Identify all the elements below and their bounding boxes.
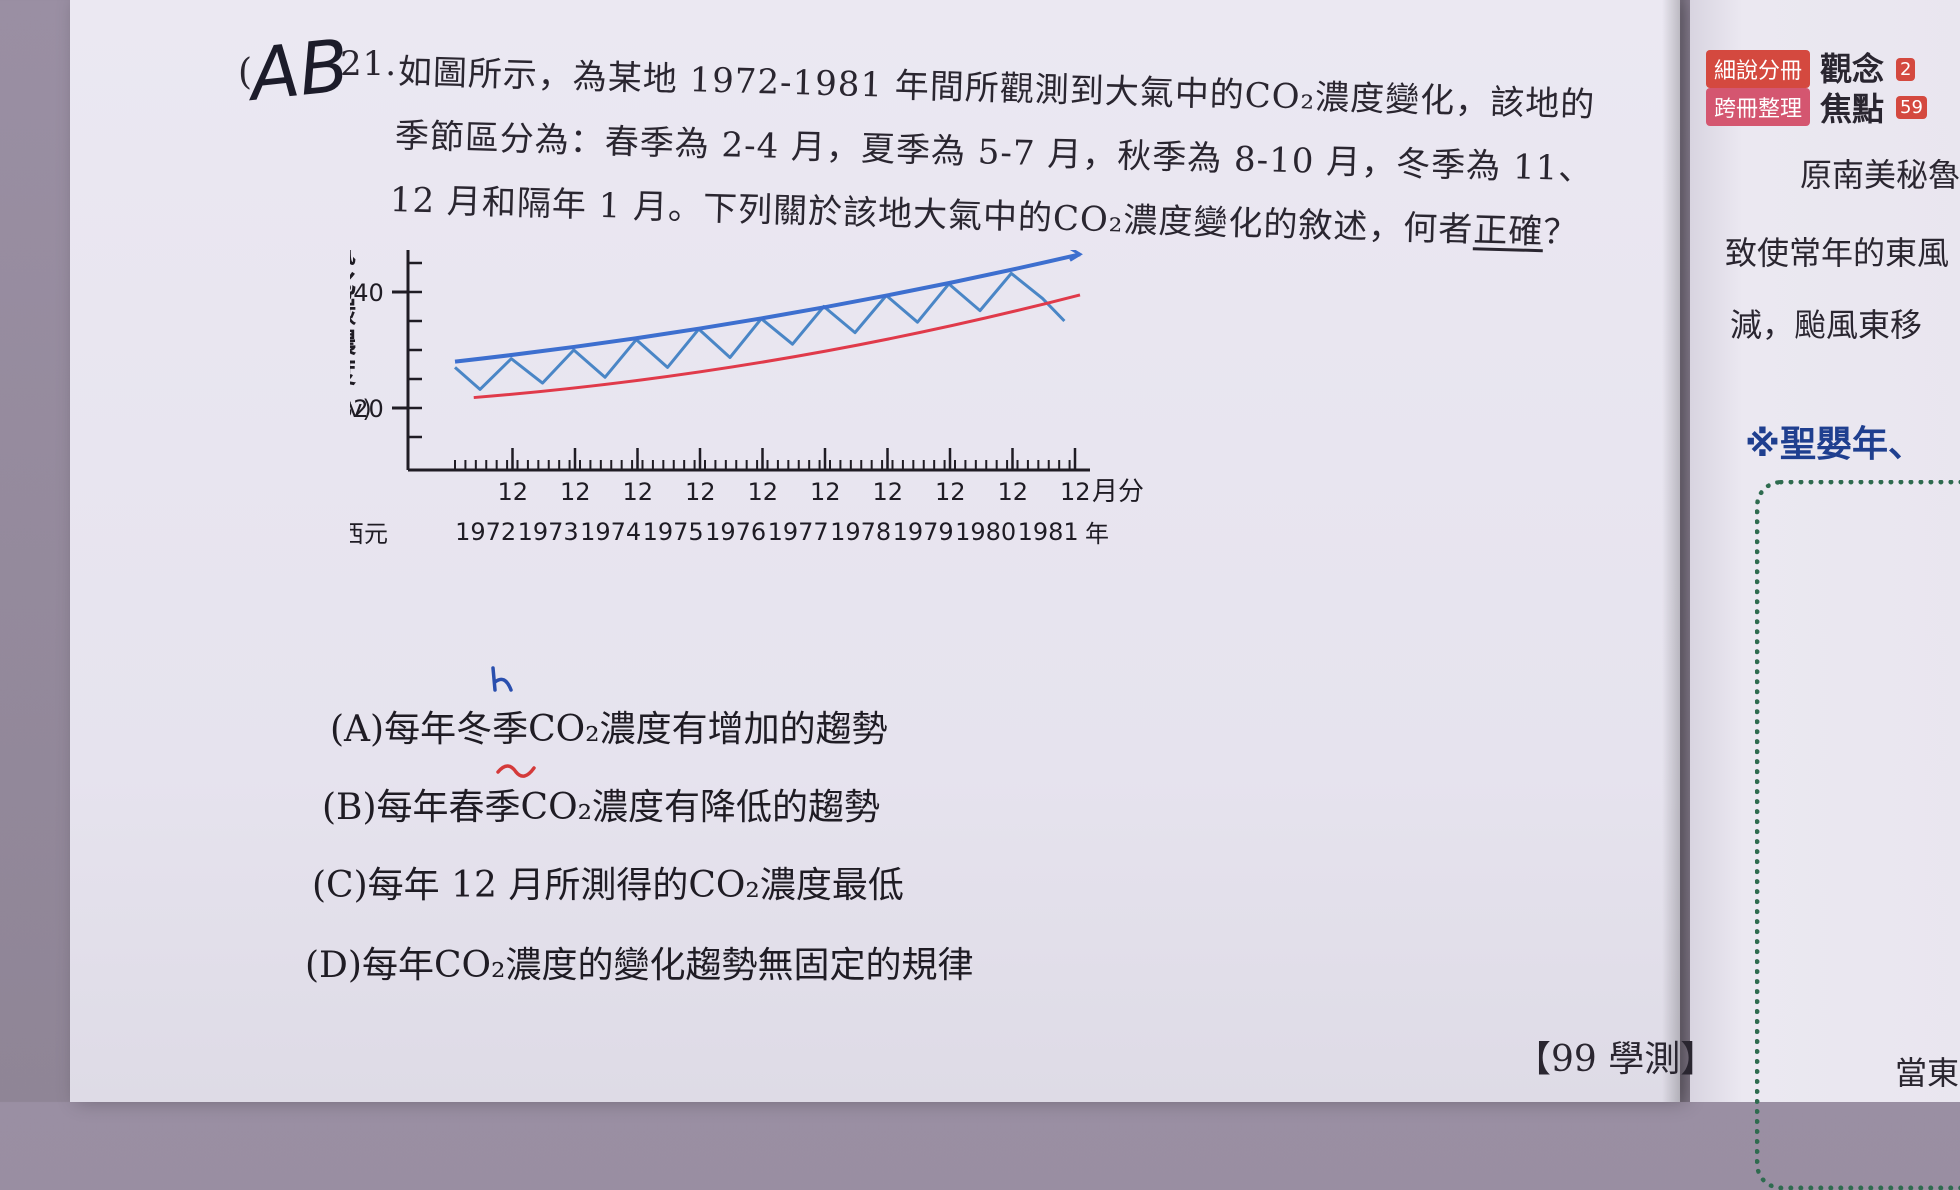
right-page [1690, 0, 1960, 1102]
x-year-label: 1981 [1018, 518, 1079, 546]
option-b: (B)每年春季CO₂濃度有降低的趨勢 [322, 787, 881, 828]
x-year-label: 1973 [518, 518, 579, 546]
right-title-2: 焦點 [1820, 90, 1885, 128]
x-year-label: 1977 [768, 518, 829, 546]
textbook-page [70, 0, 1680, 1102]
x-prefix: 西元 [350, 520, 388, 548]
question-number: 21. [340, 44, 398, 84]
x-tick-month-label: 12 [873, 478, 904, 506]
upper-envelope-arrow [1069, 247, 1083, 262]
right-num-1: 2 [1896, 58, 1916, 81]
y-axis-label-char: 濃 [350, 326, 357, 359]
x-year-label: 1976 [705, 518, 766, 546]
badge-cross: 跨冊整理 [1706, 88, 1811, 126]
badge-detail: 細說分冊 [1706, 50, 1811, 88]
x-year-label: 1978 [830, 518, 891, 546]
x-year-label: 1974 [580, 518, 641, 546]
x-year-label: 1979 [893, 518, 954, 546]
handwritten-answer: AB [245, 23, 353, 117]
x-unit-year: 年 [1085, 520, 1109, 548]
y-axis-label-char: 化 [350, 266, 356, 299]
x-year-label: 1975 [643, 518, 704, 546]
right-title-1: 觀念 [1820, 50, 1885, 88]
right-line-1: 原南美秘魯 [1800, 156, 1960, 194]
lower-envelope [473, 293, 1081, 400]
option-c: (C)每年 12 月所測得的CO₂濃度最低 [312, 865, 904, 906]
handwritten-mark-1 [491, 666, 513, 692]
x-tick-month-label: 12 [560, 478, 591, 506]
answer-paren: ( [238, 52, 253, 93]
handwritten-mark-2 [496, 764, 536, 778]
x-tick-month-label: 12 [748, 478, 779, 506]
co2-chart: 320340二氧化碳濃度(ppmv)1219721219731219741219… [285, 205, 1430, 670]
question-mark: ？ [1542, 212, 1579, 254]
option-a: (A)每年冬季CO₂濃度有增加的趨勢 [330, 709, 888, 750]
y-axis-unit: (ppmv) [350, 395, 372, 423]
x-unit-month: 月分 [1092, 477, 1144, 507]
x-year-label: 1980 [955, 518, 1016, 546]
x-tick-month-label: 12 [1060, 478, 1091, 506]
exam-source: 【99 學測】 [1515, 1039, 1717, 1080]
x-tick-month-label: 12 [685, 478, 716, 506]
co2-series-line [454, 271, 1066, 391]
x-tick-month-label: 12 [623, 478, 654, 506]
right-line-3: 減，颱風東移 [1730, 306, 1923, 344]
x-tick-month-label: 12 [498, 478, 529, 506]
co2-chart-svg: 320340二氧化碳濃度(ppmv)1219721219731219741219… [285, 205, 1144, 548]
y-axis-label-char: 度 [350, 356, 356, 389]
right-line-2: 致使常年的東風 [1725, 234, 1950, 272]
question-keyword: 正確 [1472, 210, 1544, 253]
x-tick-month-label: 12 [810, 478, 841, 506]
right-footer: 當東 [1895, 1054, 1960, 1092]
right-heading: ※聖嬰年、 [1745, 424, 1924, 465]
right-num-2: 59 [1896, 96, 1927, 119]
y-axis-label-char: 碳 [350, 296, 357, 329]
option-d: (D)每年CO₂濃度的變化趨勢無固定的規律 [305, 945, 974, 986]
x-tick-month-label: 12 [935, 478, 966, 506]
upper-envelope [454, 252, 1081, 364]
x-year-label: 1972 [455, 518, 516, 546]
x-tick-month-label: 12 [998, 478, 1029, 506]
